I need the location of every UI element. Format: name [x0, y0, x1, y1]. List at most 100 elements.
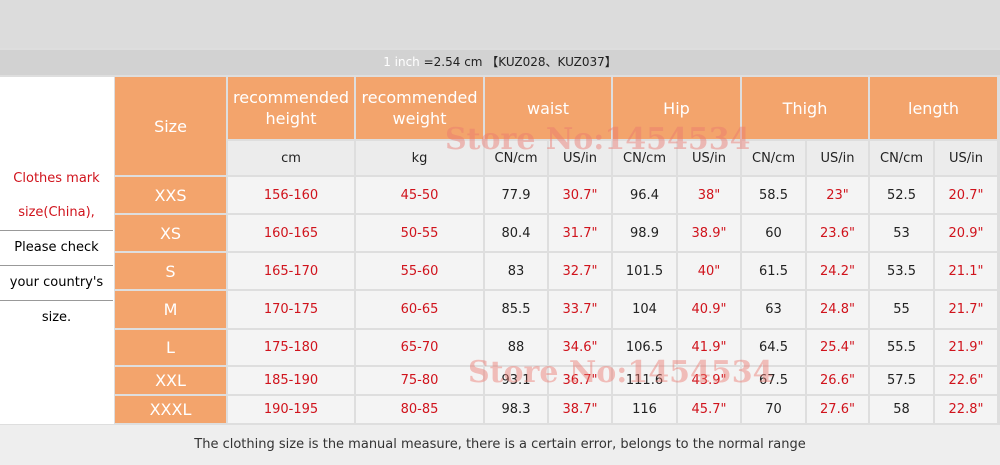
- size-value: 85.5: [485, 291, 547, 328]
- size-value: 40.9": [678, 291, 740, 328]
- size-value: 21.9": [935, 330, 997, 365]
- size-value: 33.7": [549, 291, 611, 328]
- size-value: 30.7": [549, 177, 611, 213]
- size-value: 20.9": [935, 215, 997, 251]
- size-value: 21.7": [935, 291, 997, 328]
- size-value: 55.5: [870, 330, 933, 365]
- size-value: 50-55: [356, 215, 483, 251]
- size-value: 24.2": [807, 253, 868, 289]
- size-value: 52.5: [870, 177, 933, 213]
- size-value: 156-160: [228, 177, 354, 213]
- unit-header: US/in: [935, 141, 997, 175]
- size-value: 36.7": [549, 367, 611, 394]
- column-header: waist: [485, 77, 611, 139]
- size-value: 23": [807, 177, 868, 213]
- size-value: 22.6": [935, 367, 997, 394]
- unit-header: CN/cm: [485, 141, 547, 175]
- unit-header: kg: [356, 141, 483, 175]
- size-value: 21.1": [935, 253, 997, 289]
- size-value: 38": [678, 177, 740, 213]
- footer: The clothing size is the manual measure,…: [0, 425, 1000, 465]
- size-value: 20.7": [935, 177, 997, 213]
- size-value: 70: [742, 396, 805, 423]
- size-value: 25.4": [807, 330, 868, 365]
- size-value: 45-50: [356, 177, 483, 213]
- column-header: length: [870, 77, 997, 139]
- size-value: 55: [870, 291, 933, 328]
- size-value: 80.4: [485, 215, 547, 251]
- top-band: [0, 0, 1000, 48]
- size-value: 93.1: [485, 367, 547, 394]
- size-value: 170-175: [228, 291, 354, 328]
- size-value: 57.5: [870, 367, 933, 394]
- size-value: 23.6": [807, 215, 868, 251]
- side-note-line: Please check: [0, 231, 113, 266]
- size-value: 53.5: [870, 253, 933, 289]
- side-note-line: Clothes mark: [13, 171, 100, 186]
- size-value: 45.7": [678, 396, 740, 423]
- watermark: Store No:1454534: [468, 355, 774, 390]
- size-value: 175-180: [228, 330, 354, 365]
- size-value: 31.7": [549, 215, 611, 251]
- size-value: 111.6: [613, 367, 676, 394]
- size-value: 98.3: [485, 396, 547, 423]
- size-value: 58.5: [742, 177, 805, 213]
- size-value: 55-60: [356, 253, 483, 289]
- size-label: L: [115, 330, 226, 365]
- size-value: 165-170: [228, 253, 354, 289]
- unit-header: cm: [228, 141, 354, 175]
- size-value: 98.9: [613, 215, 676, 251]
- size-label: S: [115, 253, 226, 289]
- side-note-line: size.: [41, 310, 72, 325]
- inch-label: 1 inch: [383, 55, 420, 69]
- size-value: 43.9": [678, 367, 740, 394]
- unit-header: CN/cm: [742, 141, 805, 175]
- size-value: 40": [678, 253, 740, 289]
- size-value: 88: [485, 330, 547, 365]
- size-value: 63: [742, 291, 805, 328]
- column-header: Hip: [613, 77, 740, 139]
- size-value: 116: [613, 396, 676, 423]
- unit-header: CN/cm: [870, 141, 933, 175]
- size-value: 77.9: [485, 177, 547, 213]
- size-value: 53: [870, 215, 933, 251]
- size-value: 60-65: [356, 291, 483, 328]
- size-value: 38.7": [549, 396, 611, 423]
- size-value: 185-190: [228, 367, 354, 394]
- size-value: 58: [870, 396, 933, 423]
- size-value: 101.5: [613, 253, 676, 289]
- size-label: XXS: [115, 177, 226, 213]
- size-label: XXL: [115, 367, 226, 394]
- size-value: 190-195: [228, 396, 354, 423]
- size-value: 22.8": [935, 396, 997, 423]
- size-value: 160-165: [228, 215, 354, 251]
- size-value: 106.5: [613, 330, 676, 365]
- size-value: 104: [613, 291, 676, 328]
- size-label: M: [115, 291, 226, 328]
- size-value: 83: [485, 253, 547, 289]
- size-value: 75-80: [356, 367, 483, 394]
- column-header: recommended height: [228, 77, 354, 139]
- unit-header: CN/cm: [613, 141, 676, 175]
- size-value: 96.4: [613, 177, 676, 213]
- size-value: 60: [742, 215, 805, 251]
- side-note: Clothes mark size(China), Please check your…: [0, 162, 113, 335]
- size-value: 32.7": [549, 253, 611, 289]
- unit-header: US/in: [678, 141, 740, 175]
- size-value: 67.5: [742, 367, 805, 394]
- size-label: XS: [115, 215, 226, 251]
- column-header: recommended weight: [356, 77, 483, 139]
- size-value: 26.6": [807, 367, 868, 394]
- conversion-text: =2.54 cm 【KUZ028、KUZ037】: [423, 55, 617, 69]
- side-panel: [0, 77, 114, 424]
- size-value: 24.8": [807, 291, 868, 328]
- unit-header: US/in: [549, 141, 611, 175]
- unit-header: US/in: [807, 141, 868, 175]
- size-value: 34.6": [549, 330, 611, 365]
- size-value: 27.6": [807, 396, 868, 423]
- column-header: Thigh: [742, 77, 868, 139]
- conversion-bar: 1 inch =2.54 cm 【KUZ028、KUZ037】: [0, 50, 1000, 75]
- watermark: Store No:1454534: [445, 122, 751, 157]
- size-value: 80-85: [356, 396, 483, 423]
- size-value: 65-70: [356, 330, 483, 365]
